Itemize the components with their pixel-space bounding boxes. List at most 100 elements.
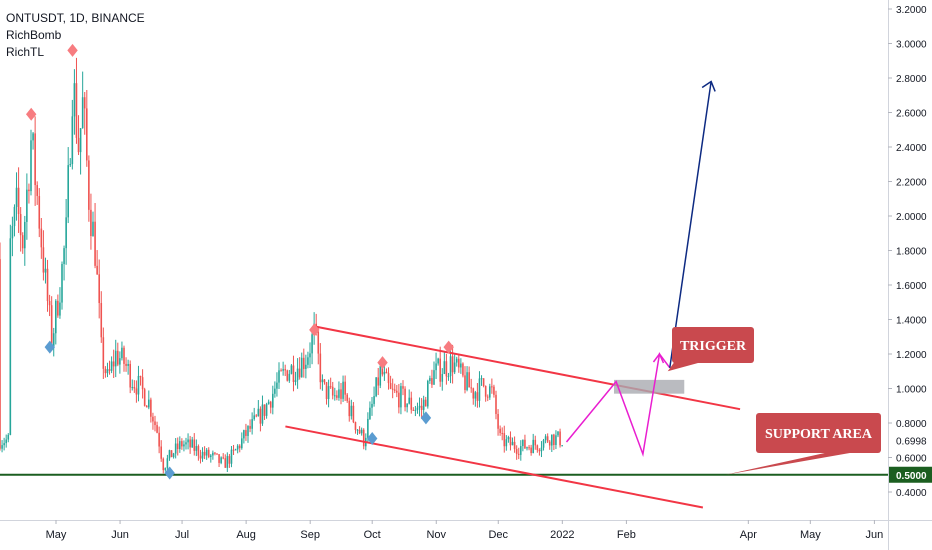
signal-diamond-bottom	[164, 466, 175, 480]
candle-body	[75, 83, 78, 138]
candle-body	[305, 364, 307, 369]
candle-body	[325, 382, 328, 399]
candle-body	[102, 337, 105, 369]
candle-body	[499, 428, 501, 434]
candle-body	[478, 378, 481, 401]
candle-body	[232, 449, 235, 451]
projection-arrowhead-navy	[701, 80, 716, 92]
candle-body	[356, 429, 359, 431]
candle-body	[40, 228, 43, 248]
candle-body	[172, 453, 175, 458]
candle-body	[548, 441, 551, 446]
candle-body	[112, 361, 115, 367]
legend-indicator-richbomb[interactable]: RichBomb	[6, 28, 62, 42]
candle-body	[1, 445, 3, 449]
candle-body	[555, 435, 557, 446]
chart-legend: ONTUSDT, 1D, BINANCE RichBomb RichTL	[6, 10, 145, 61]
candle-body	[222, 457, 224, 459]
time-tick-label: Jul	[175, 529, 189, 541]
candle-body	[311, 334, 313, 354]
projection-path-navy	[669, 81, 712, 368]
candle-body	[460, 363, 462, 368]
support-area-label-pointer	[725, 453, 850, 475]
candle-body	[414, 409, 417, 411]
candle-body	[187, 439, 189, 443]
candle-body	[278, 370, 280, 383]
candle-body	[238, 445, 241, 449]
candle-body	[32, 133, 34, 141]
candle-body	[329, 386, 332, 388]
candle-body	[265, 404, 268, 416]
candle-body	[385, 371, 388, 374]
candle-body	[464, 375, 466, 390]
candle-body	[73, 83, 76, 117]
candle-body	[522, 439, 524, 447]
candle-body	[515, 448, 518, 454]
candle-body	[90, 209, 92, 237]
price-tick-label: 3.0000	[896, 40, 927, 51]
candle-body	[393, 389, 396, 391]
candle-body	[241, 438, 243, 449]
candle-body	[509, 437, 512, 446]
candle-body	[331, 386, 334, 396]
candle-body	[350, 405, 353, 417]
candle-body	[371, 403, 373, 408]
price-tick-label: 2.6000	[896, 109, 927, 120]
candle-body	[482, 378, 485, 387]
candle-body	[449, 356, 452, 377]
last-price-box	[889, 432, 932, 449]
candle-body	[83, 97, 86, 109]
candle-body	[228, 456, 231, 464]
candle-body	[360, 429, 363, 434]
candle-body	[439, 358, 441, 382]
candle-body	[59, 302, 61, 316]
candle-body	[484, 386, 487, 397]
candle-body	[400, 386, 402, 408]
candle-body	[77, 137, 80, 153]
price-tick-label: 2.4000	[896, 143, 927, 154]
candle-body	[117, 350, 119, 365]
candle-body	[141, 377, 144, 390]
candle-body	[309, 353, 311, 358]
candle-body	[11, 226, 14, 239]
support-area-label-box	[756, 413, 881, 453]
candle-body	[15, 187, 18, 207]
candle-body	[546, 436, 549, 442]
candle-body	[422, 399, 425, 410]
candle-body	[108, 369, 111, 371]
candle-body	[257, 408, 260, 417]
legend-symbol[interactable]: ONTUSDT, 1D, BINANCE	[6, 11, 145, 25]
candle-body	[61, 264, 63, 303]
candle-body	[28, 189, 30, 192]
price-tick-label: 1.6000	[896, 281, 927, 292]
candle-body	[162, 458, 165, 471]
candle-body	[358, 429, 361, 434]
candle-body	[532, 439, 534, 454]
trigger-label-box	[672, 327, 754, 363]
candle-body	[164, 467, 167, 471]
candle-body	[433, 370, 435, 385]
candle-body	[48, 301, 51, 306]
candle-body	[166, 458, 169, 468]
candle-body	[458, 358, 460, 368]
candle-body	[526, 447, 528, 449]
candle-body	[174, 443, 177, 454]
candle-body	[412, 409, 415, 411]
candle-body	[319, 353, 322, 383]
legend-indicator-richtl[interactable]: RichTL	[6, 45, 45, 59]
candle-body	[445, 361, 448, 377]
price-tick-label: 3.2000	[896, 5, 927, 16]
candle-body	[179, 441, 181, 450]
candle-body	[348, 400, 351, 417]
trigger-label-text: TRIGGER	[680, 339, 747, 354]
price-tick-label: 1.4000	[896, 316, 927, 327]
candle-body	[210, 455, 212, 458]
candle-body	[131, 387, 134, 389]
candle-body	[344, 381, 346, 395]
candle-body	[143, 389, 146, 406]
candle-body	[404, 388, 406, 408]
candle-body	[226, 456, 229, 468]
candle-body	[3, 443, 5, 446]
candle-body	[133, 387, 136, 389]
